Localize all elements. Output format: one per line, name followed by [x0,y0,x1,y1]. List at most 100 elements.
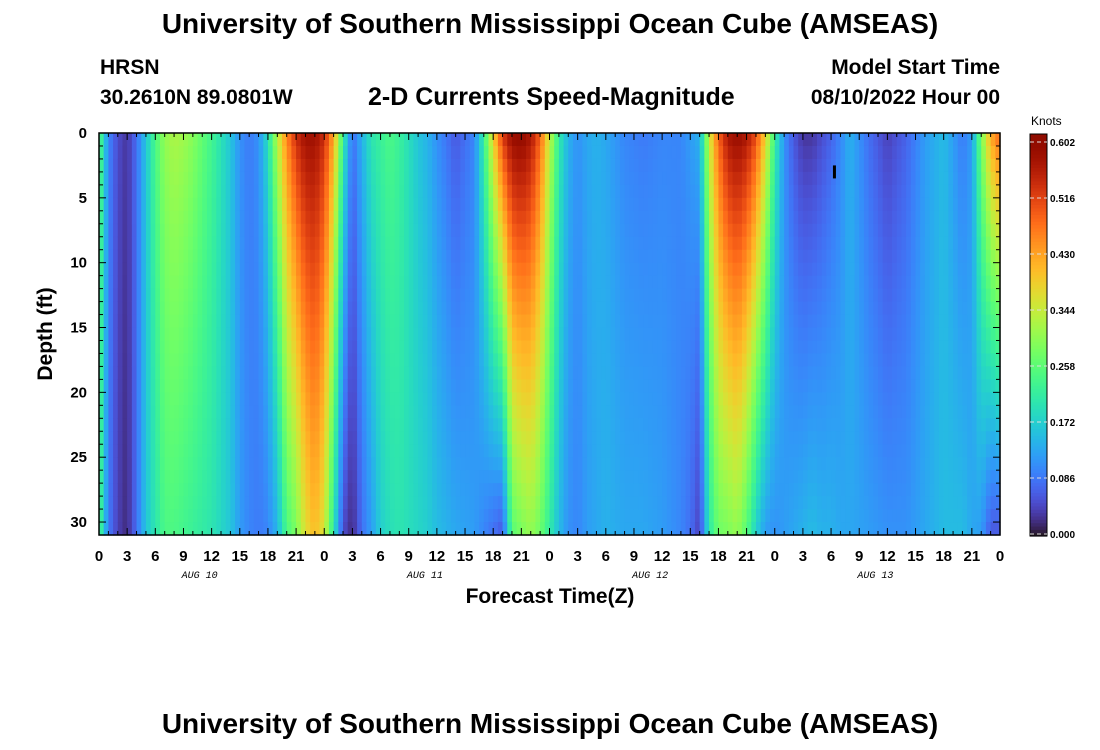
heatmap-cell [169,145,175,160]
heatmap-cell [816,470,823,484]
heatmap-cell [399,340,405,355]
heatmap-cell [587,197,593,212]
heatmap-cell [244,210,250,225]
heatmap-cell [680,418,687,432]
heatmap-cell [798,275,804,290]
heatmap-cell [422,327,429,342]
heatmap-cell [436,522,443,536]
heatmap-cell [812,366,818,380]
heatmap-cell [577,197,583,212]
heatmap-cell [258,496,264,510]
heatmap-cell [122,457,128,471]
heatmap-cell [582,145,588,160]
heatmap-cell [361,418,368,432]
heatmap-cell [282,133,288,147]
heatmap-cell [746,522,752,536]
heatmap-cell [535,197,541,212]
heatmap-cell [319,483,325,497]
heatmap-cell [540,171,546,186]
heatmap-cell [727,340,734,355]
heatmap-cell [141,158,147,173]
heatmap-cell [474,483,480,497]
heatmap-cell [314,496,321,510]
heatmap-cell [624,223,630,238]
heatmap-cell [310,314,316,329]
heatmap-cell [826,171,832,186]
heatmap-cell [230,366,236,380]
heatmap-cell [375,249,382,264]
heatmap-cell [385,171,391,186]
heatmap-cell [160,184,166,199]
heatmap-cell [211,223,217,238]
heatmap-cell [643,249,649,264]
heatmap-cell [99,431,105,445]
heatmap-cell [375,301,382,316]
heatmap-cell [291,210,297,225]
heatmap-cell [511,405,518,419]
heatmap-cell [183,288,189,303]
heatmap-cell [629,210,635,225]
heatmap-cell [314,301,321,316]
heatmap-cell [136,444,142,458]
heatmap-cell [122,171,128,186]
heatmap-cell [258,366,264,380]
heatmap-cell [779,314,785,329]
heatmap-cell [361,405,368,419]
heatmap-cell [375,353,382,368]
heatmap-cell [469,522,476,536]
heatmap-cell [389,145,396,160]
heatmap-cell [131,327,138,342]
heatmap-cell [840,379,846,393]
heatmap-cell [352,379,358,393]
heatmap-cell [319,223,325,238]
heatmap-cell [267,496,274,510]
heatmap-cell [291,392,297,406]
heatmap-cell [277,392,283,406]
heatmap-cell [319,340,325,355]
heatmap-cell [99,496,105,510]
heatmap-cell [802,366,809,380]
heatmap-cell [619,236,626,251]
heatmap-cell [338,366,344,380]
heatmap-cell [263,262,269,277]
heatmap-cell [150,509,156,523]
heatmap-cell [765,314,771,329]
heatmap-cell [521,249,527,264]
heatmap-cell [328,522,335,536]
heatmap-cell [507,340,513,355]
heatmap-cell [680,405,687,419]
heatmap-cell [615,405,621,419]
heatmap-cell [404,366,410,380]
heatmap-cell [563,509,569,523]
heatmap-cell [160,405,166,419]
heatmap-cell [633,457,640,471]
heatmap-cell [145,314,152,329]
heatmap-cell [300,145,307,160]
heatmap-cell [516,262,522,277]
heatmap-cell [605,353,612,368]
heatmap-cell [601,340,607,355]
heatmap-cell [113,496,119,510]
heatmap-cell [596,171,602,186]
heatmap-cell [178,223,185,238]
heatmap-cell [798,197,804,212]
heatmap-cell [671,171,677,186]
heatmap-cell [690,366,696,380]
heatmap-cell [629,405,635,419]
heatmap-cell [798,353,804,368]
heatmap-cell [136,431,142,445]
heatmap-cell [192,236,199,251]
heatmap-cell [211,133,217,147]
heatmap-cell [408,145,415,160]
heatmap-cell [770,392,776,406]
heatmap-cell [587,483,593,497]
heatmap-cell [732,522,738,536]
heatmap-cell [497,301,504,316]
heatmap-cell [192,249,199,264]
heatmap-cell [211,353,217,368]
heatmap-cell [666,223,673,238]
heatmap-cell [549,405,555,419]
heatmap-cell [802,236,809,251]
heatmap-cell [385,301,391,316]
heatmap-cell [108,184,114,199]
